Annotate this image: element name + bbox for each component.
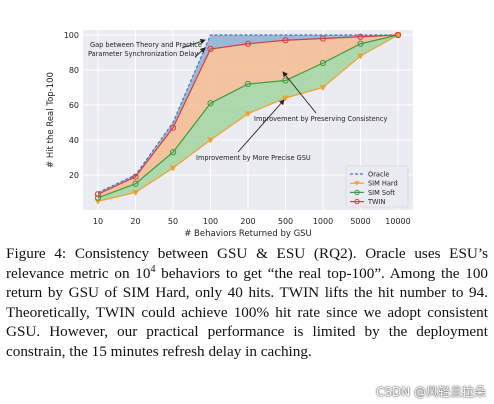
data-point-sim-soft xyxy=(357,40,364,47)
x-tick-label: 10000 xyxy=(385,217,410,226)
caption-text-rest: behaviors to get “the real top-100”. Amo… xyxy=(6,264,489,360)
y-tick-label: 20 xyxy=(69,171,79,180)
y-tick-label: 40 xyxy=(69,136,79,145)
data-point-twin xyxy=(394,31,402,39)
y-tick-label: 100 xyxy=(64,31,79,40)
data-point-sim-soft xyxy=(132,180,139,187)
data-point-sim-hard xyxy=(169,165,177,172)
data-point-sim-soft xyxy=(94,194,102,201)
annotation-consistency: Improvement by Preserving Consistency xyxy=(254,115,387,123)
y-axis-label: # Hit the Real Top-100 xyxy=(46,72,56,168)
watermark-text: CSDN @风轻且拉朵 xyxy=(375,385,486,399)
y-tick-labels: 20 40 60 80 100 xyxy=(64,31,79,180)
data-point-sim-hard xyxy=(207,137,214,144)
figure-caption: Figure 4: Consistency between GSU & ESU … xyxy=(6,244,488,362)
y-tick-label: 80 xyxy=(69,66,79,75)
data-point-sim-soft xyxy=(282,77,289,84)
data-point-twin xyxy=(282,37,289,44)
data-point-sim-soft xyxy=(207,100,214,107)
caption-superscript: 4 xyxy=(150,263,156,275)
x-tick-label: 20 xyxy=(130,217,140,226)
data-point-twin xyxy=(132,173,139,180)
series-lines xyxy=(97,34,399,202)
annotation-precise-arrow xyxy=(237,99,285,153)
consistency-fill xyxy=(98,35,398,198)
area-fills xyxy=(98,35,398,202)
x-axis-label: # Behaviors Returned by GSU xyxy=(184,229,312,239)
data-point-sim-hard xyxy=(357,53,364,60)
x-tick-label: 5000 xyxy=(350,217,370,226)
legend-marker-twin xyxy=(354,198,360,205)
series-line-sim-soft xyxy=(97,34,399,199)
x-tick-label: 200 xyxy=(240,217,255,226)
caption-text: Figure 4: Consistency between GSU & ESU … xyxy=(6,245,488,282)
data-point-twin xyxy=(357,33,364,40)
y-tick-label: 60 xyxy=(69,101,79,110)
legend-marker-sim-soft xyxy=(354,189,360,196)
x-tick-label: 10 xyxy=(93,217,103,226)
x-tick-label: 1000 xyxy=(313,217,333,226)
precise-fill xyxy=(98,35,398,202)
legend-box xyxy=(345,165,409,208)
legend-marker-sim-hard xyxy=(354,181,360,186)
data-point-sim-soft xyxy=(244,80,252,88)
annotation-delay-arrow xyxy=(194,47,206,58)
series-line-twin xyxy=(97,34,399,195)
annotation-gap-arrow xyxy=(181,38,206,49)
data-point-twin xyxy=(244,40,252,47)
annotation-gap: Gap between Theory and Practice xyxy=(90,41,202,49)
legend-label-twin: TWIN xyxy=(367,198,385,206)
x-tick-labels: 10 20 50 100 200 500 1000 5000 10000 xyxy=(93,217,411,226)
x-tick-label: 500 xyxy=(278,217,293,226)
annotation-delay: Parameter Synchronization Delay xyxy=(88,50,198,58)
data-point-sim-hard xyxy=(319,85,327,91)
consistency-chart: 20 40 60 80 100 10 20 50 100 200 500 1000 5000 10000… xyxy=(46,30,413,239)
series-line-oracle xyxy=(97,34,398,194)
data-point-twin xyxy=(94,191,102,198)
annotation-precise: Improvement by More Precise GSU xyxy=(196,154,311,162)
annotation-consistency-arrow xyxy=(282,71,317,114)
data-point-twin xyxy=(319,35,327,42)
series-markers xyxy=(94,31,402,205)
x-tick-label: 50 xyxy=(168,217,178,226)
data-point-sim-hard xyxy=(394,32,402,39)
legend-label-sim-hard: SIM Hard xyxy=(368,180,398,188)
data-point-sim-hard xyxy=(244,111,252,118)
data-point-sim-hard xyxy=(132,190,139,196)
legend-label-oracle: Oracle xyxy=(368,170,389,178)
data-point-sim-soft xyxy=(319,59,327,67)
legend-label-sim-soft: SIM Soft xyxy=(368,189,395,197)
x-tick-label: 100 xyxy=(203,217,218,226)
data-point-twin xyxy=(169,124,177,131)
data-point-sim-soft xyxy=(169,149,177,156)
data-point-sim-hard xyxy=(282,95,289,102)
data-point-twin xyxy=(207,45,214,53)
